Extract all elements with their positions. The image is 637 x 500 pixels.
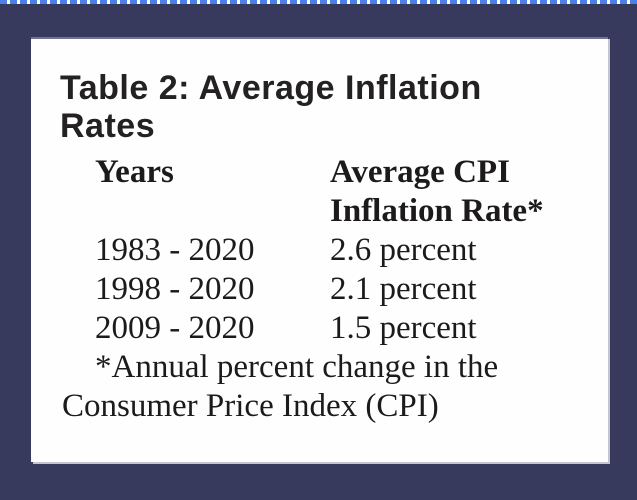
footnote-line2: Consumer Price Index (CPI) [62, 388, 439, 424]
column-header-rate-line2: Inflation Rate* [330, 193, 544, 229]
table-header-row: Years Average CPI Inflation Rate* [95, 153, 544, 231]
rate-cell: 2.1 percent [330, 271, 477, 307]
table-row: 2009 - 2020 1.5 percent [95, 309, 544, 348]
inflation-table: Years Average CPI Inflation Rate* 1983 -… [62, 153, 544, 426]
dashed-border-top [0, 0, 637, 4]
table-title-line2: Rates [60, 107, 156, 145]
table-title: Table 2: Average Inflation Rates [60, 69, 482, 145]
table-row: 1998 - 2020 2.1 percent [95, 270, 544, 309]
inflation-table-card: Table 2: Average Inflation Rates Years A… [31, 37, 608, 462]
column-header-rate: Average CPI Inflation Rate* [330, 153, 544, 231]
rate-cell: 2.6 percent [330, 232, 477, 268]
rate-cell: 1.5 percent [330, 310, 477, 346]
table-row: 1983 - 2020 2.6 percent [95, 231, 544, 270]
table-title-line1: Table 2: Average Inflation [60, 69, 482, 107]
column-header-rate-line1: Average CPI [330, 154, 510, 190]
years-cell: 1998 - 2020 [95, 271, 255, 307]
years-cell: 1983 - 2020 [95, 232, 255, 268]
table-footnote: *Annual percent change in the Consumer P… [62, 348, 544, 426]
years-cell: 2009 - 2020 [95, 310, 255, 346]
column-header-years: Years [95, 154, 174, 190]
footnote-line1: *Annual percent change in the [95, 349, 499, 385]
